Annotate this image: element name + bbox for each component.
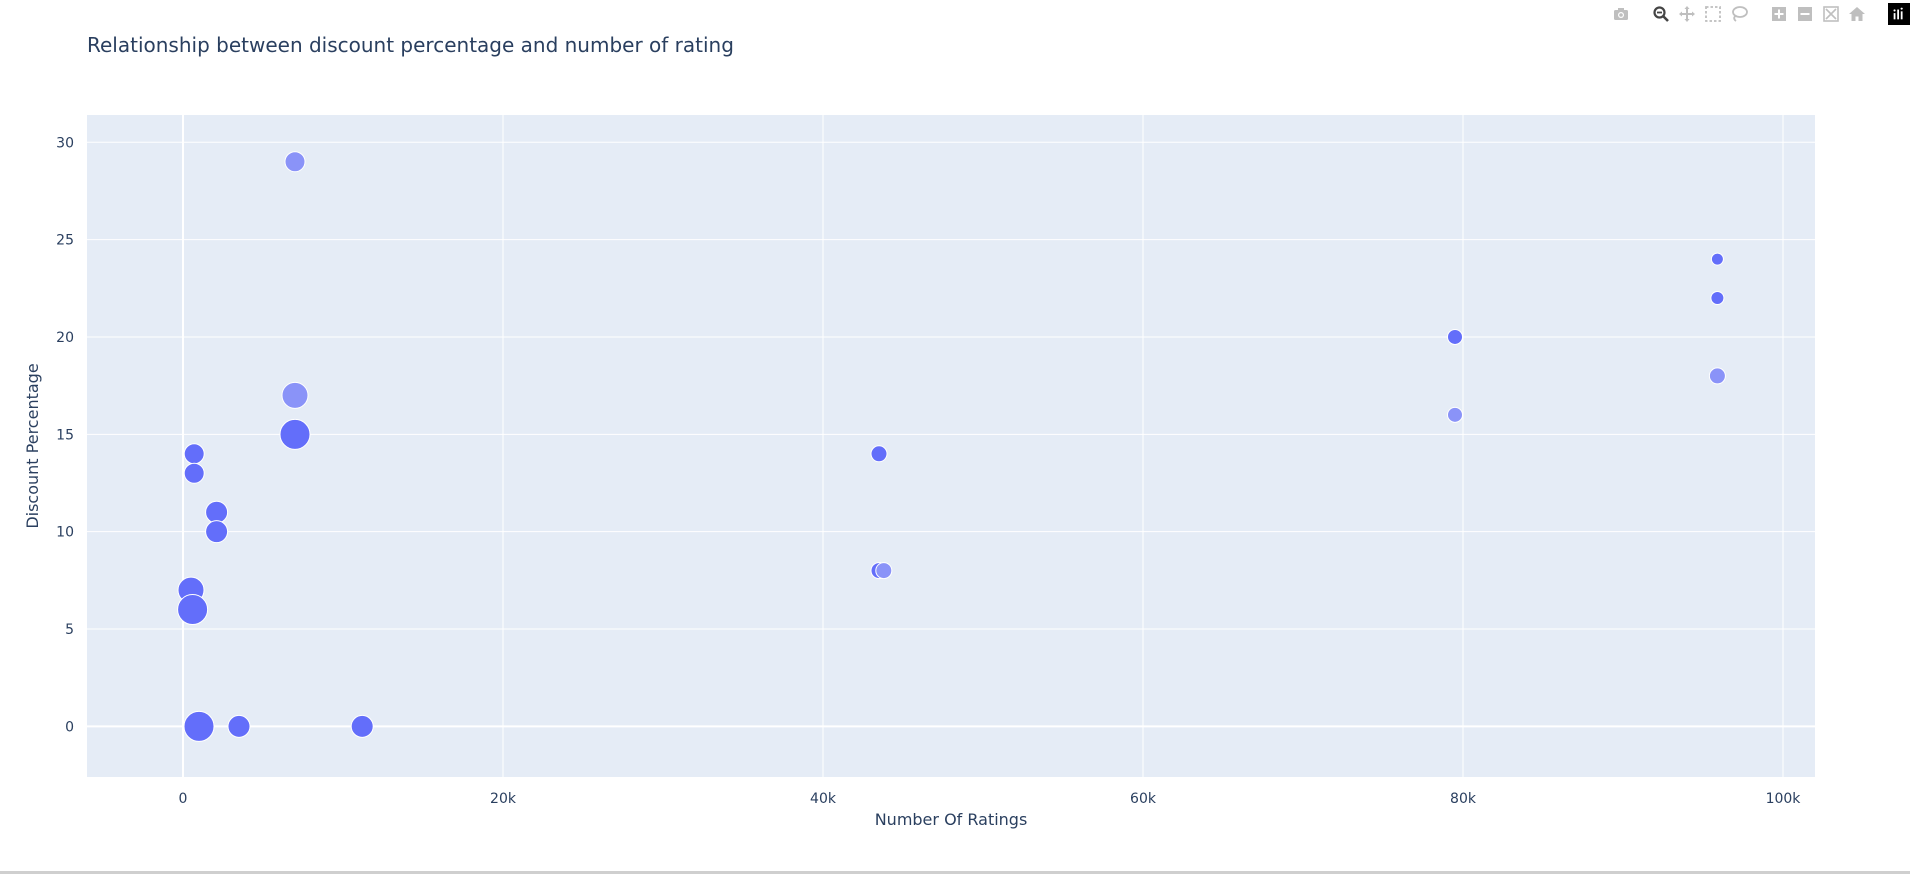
lasso-select-icon[interactable]	[1726, 3, 1752, 25]
scatter-point[interactable]	[183, 443, 205, 465]
x-tick-labels: 0 20k 40k 60k 80k 100k	[179, 791, 1802, 807]
scatter-point[interactable]	[875, 562, 893, 580]
scatter-point[interactable]	[350, 714, 374, 738]
y-gridlines	[87, 141, 1815, 728]
modebar-group-export	[1608, 3, 1634, 25]
y-tick-labels: 0 5 10 15 20 25 30	[56, 135, 74, 735]
modebar-group-zoom	[1766, 3, 1870, 25]
y-tick-label: 20	[56, 330, 74, 346]
x-tick-label: 60k	[1130, 791, 1157, 807]
box-select-icon[interactable]	[1700, 3, 1726, 25]
scatter-point[interactable]	[279, 418, 311, 450]
bottom-border	[0, 871, 1910, 874]
x-tick-label: 80k	[1450, 791, 1477, 807]
reset-axes-icon[interactable]	[1844, 3, 1870, 25]
scatter-point[interactable]	[1710, 291, 1725, 306]
scatter-point[interactable]	[177, 576, 205, 604]
scatter-point[interactable]	[227, 714, 251, 738]
modebar	[1608, 2, 1910, 26]
scatter-point[interactable]	[870, 562, 888, 580]
zoom-in-icon[interactable]	[1766, 3, 1792, 25]
data-points	[177, 151, 1726, 742]
camera-icon[interactable]	[1608, 3, 1634, 25]
x-tick-label: 40k	[810, 791, 837, 807]
scatter-point[interactable]	[870, 445, 888, 463]
scatter-point[interactable]	[281, 381, 309, 409]
y-tick-label: 25	[56, 233, 74, 249]
y-tick-label: 15	[56, 427, 74, 443]
scatter-point[interactable]	[205, 520, 229, 544]
y-tick-label: 30	[56, 135, 74, 151]
y-axis-label: Discount Percentage	[23, 363, 42, 528]
x-axis-label: Number Of Ratings	[875, 810, 1028, 829]
chart-title: Relationship between discount percentage…	[87, 33, 734, 57]
zoom-icon[interactable]	[1648, 3, 1674, 25]
x-tick-label: 0	[179, 791, 188, 807]
y-tick-label: 10	[56, 525, 74, 541]
scatter-point[interactable]	[1447, 406, 1463, 423]
plot-area	[87, 115, 1815, 777]
x-tick-label: 20k	[490, 791, 517, 807]
modebar-group-drag	[1648, 3, 1752, 25]
zoom-out-icon[interactable]	[1792, 3, 1818, 25]
scatter-point[interactable]	[1447, 328, 1463, 345]
scatter-point[interactable]	[183, 710, 215, 742]
y-tick-label: 0	[65, 719, 74, 735]
x-tick-label: 100k	[1766, 791, 1802, 807]
y-tick-label: 5	[65, 622, 74, 638]
autoscale-icon[interactable]	[1818, 3, 1844, 25]
x-gridlines	[182, 115, 1784, 777]
scatter-point[interactable]	[177, 594, 209, 626]
scatter-point[interactable]	[205, 500, 229, 524]
plotly-logo-icon[interactable]	[1888, 3, 1910, 25]
scatter-point[interactable]	[183, 462, 205, 484]
scatter-point[interactable]	[284, 151, 306, 173]
pan-icon[interactable]	[1674, 3, 1700, 25]
scatter-point[interactable]	[1710, 252, 1724, 266]
scatter-point[interactable]	[1708, 367, 1726, 385]
